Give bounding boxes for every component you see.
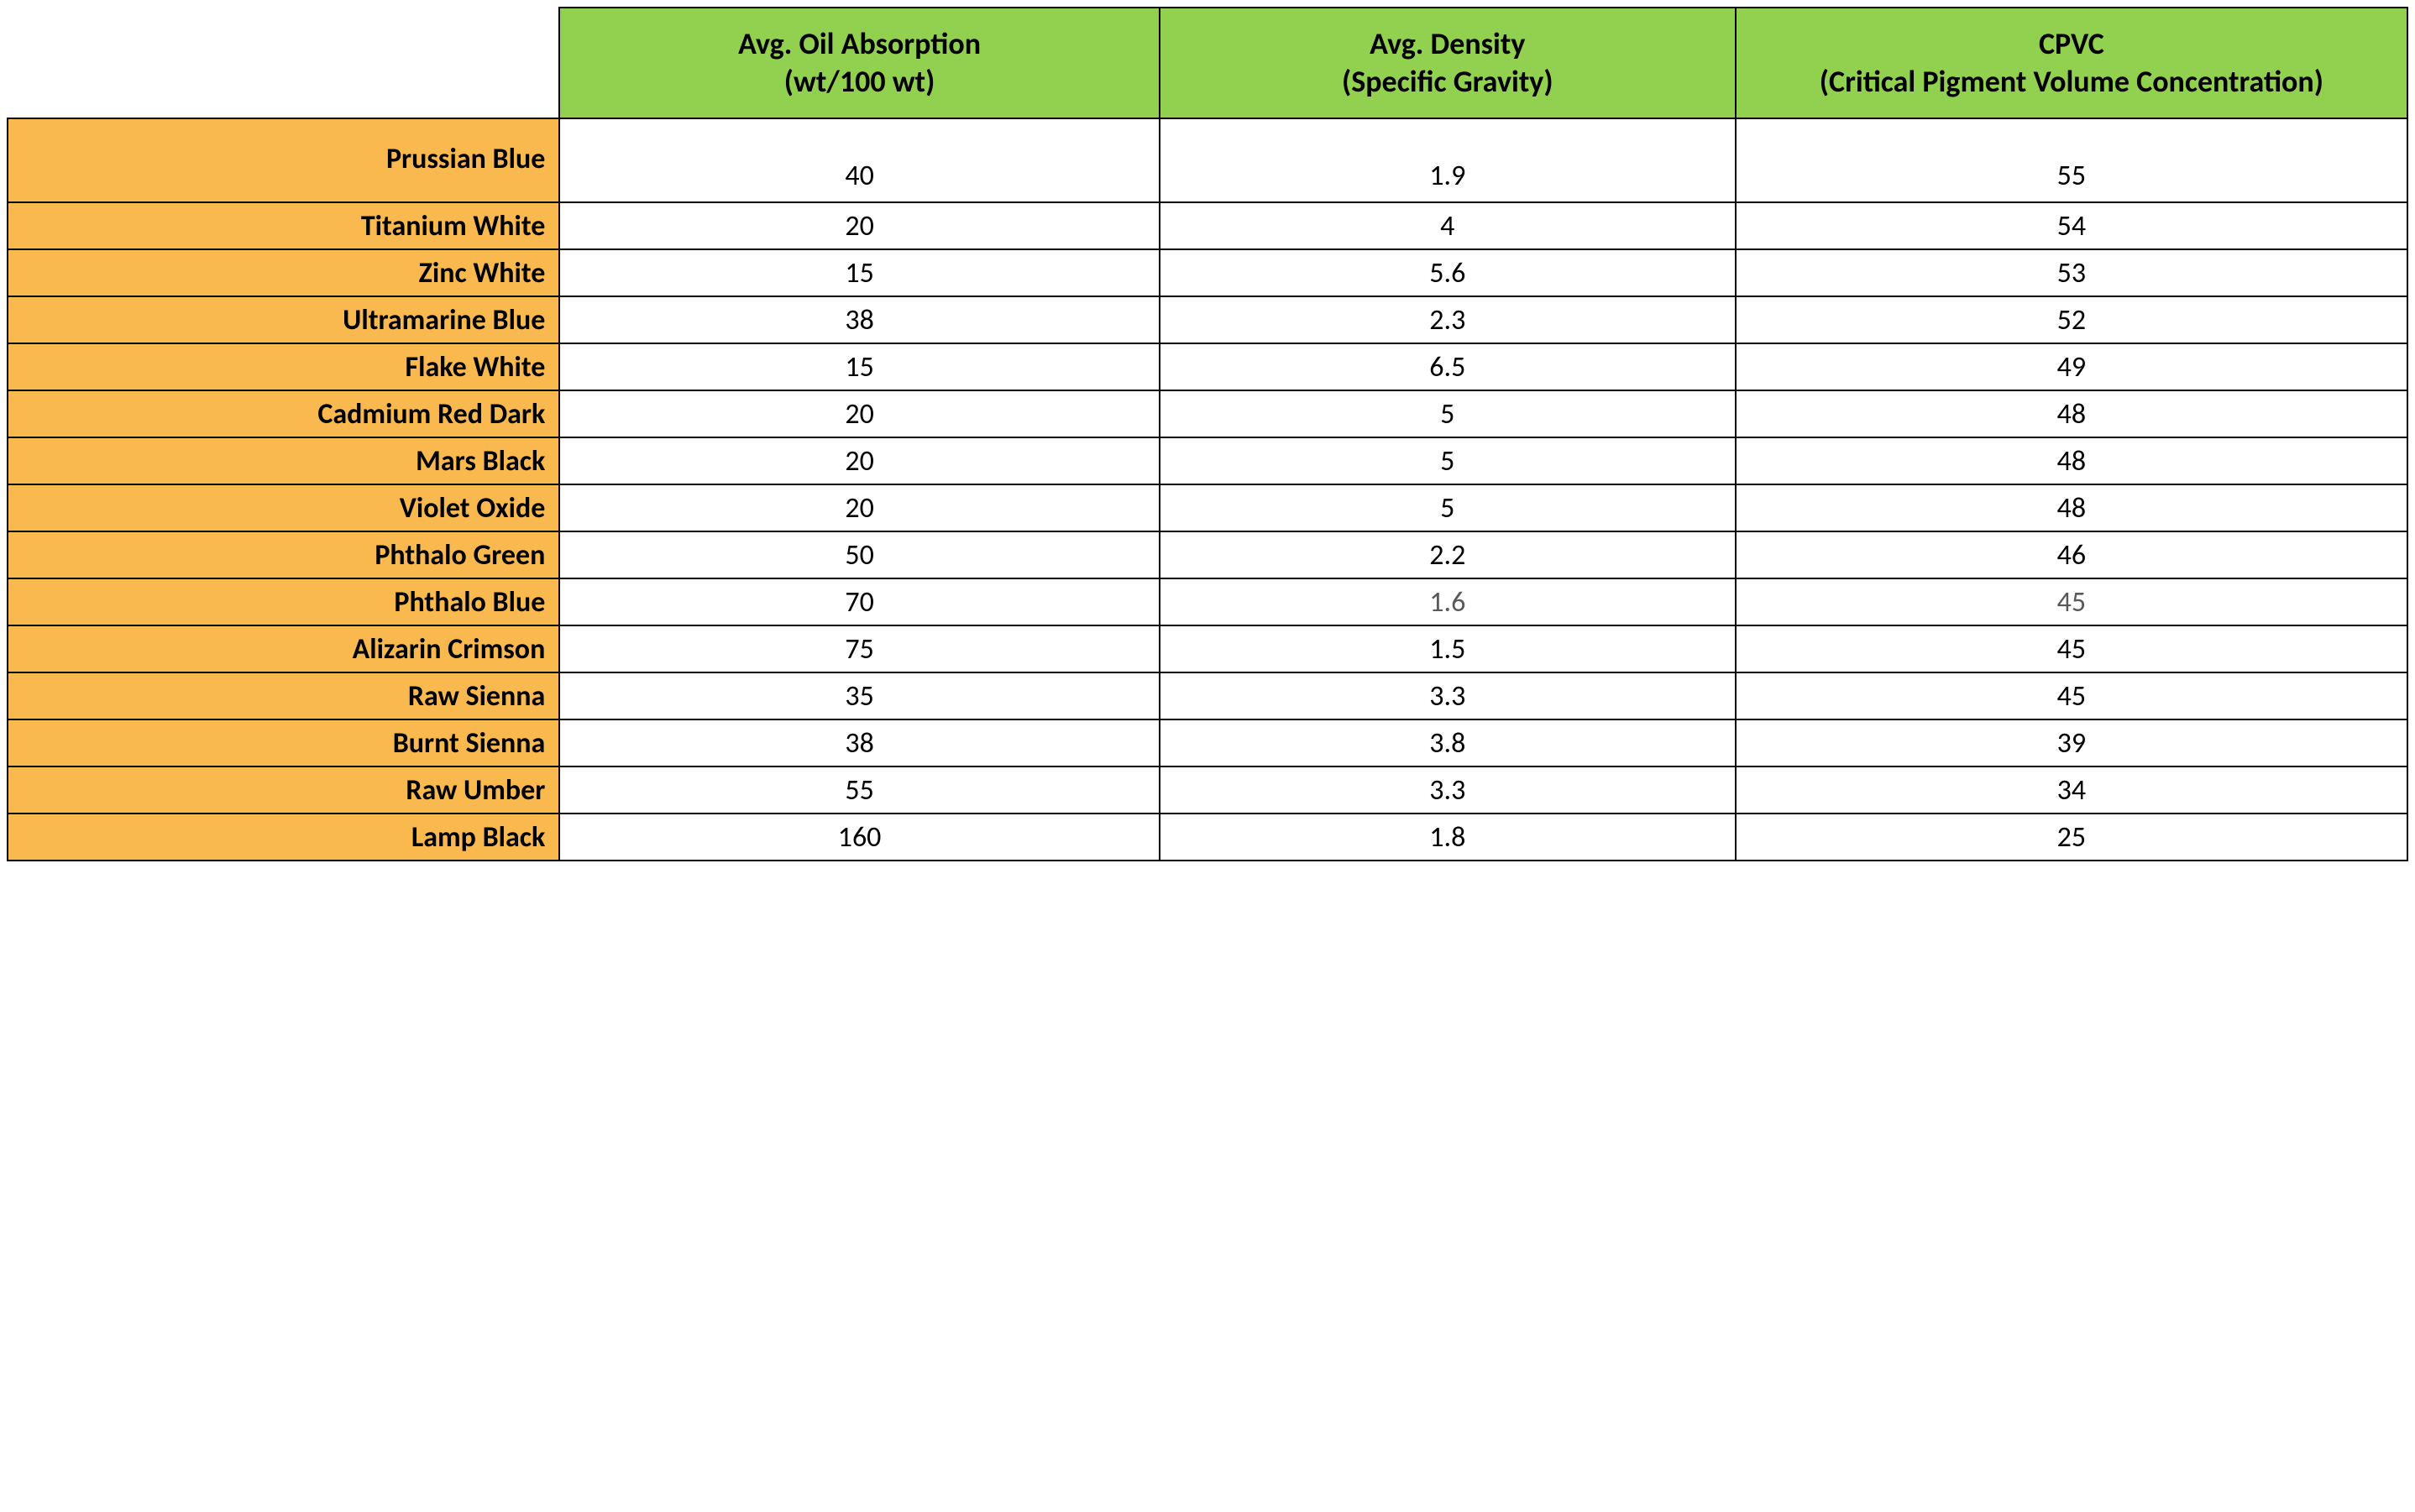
cell-value: 38 — [559, 296, 1160, 343]
cell-value: 25 — [1736, 814, 2407, 861]
cell-value: 20 — [559, 484, 1160, 531]
row-label: Lamp Black — [8, 814, 559, 861]
cell-value: 53 — [1736, 249, 2407, 296]
cell-value: 52 — [1736, 296, 2407, 343]
cell-value: 20 — [559, 202, 1160, 249]
cell-value: 3.8 — [1160, 719, 1736, 766]
cell-value: 34 — [1736, 766, 2407, 814]
cell-value: 1.9 — [1160, 118, 1736, 202]
row-label: Flake White — [8, 343, 559, 390]
cell-value: 39 — [1736, 719, 2407, 766]
table-body: Prussian Blue401.955Titanium White20454Z… — [8, 118, 2407, 861]
row-label: Mars Black — [8, 437, 559, 484]
table-row: Titanium White20454 — [8, 202, 2407, 249]
cell-value: 5.6 — [1160, 249, 1736, 296]
cell-value: 46 — [1736, 531, 2407, 578]
row-label: Zinc White — [8, 249, 559, 296]
table-row: Raw Sienna353.345 — [8, 672, 2407, 719]
table-row: Mars Black20548 — [8, 437, 2407, 484]
corner-cell — [8, 8, 559, 118]
row-label: Phthalo Blue — [8, 578, 559, 625]
cell-value: 2.3 — [1160, 296, 1736, 343]
pigment-table: Avg. Oil Absorption(wt/100 wt) Avg. Dens… — [7, 7, 2408, 861]
cell-value: 49 — [1736, 343, 2407, 390]
row-label: Raw Umber — [8, 766, 559, 814]
table-row: Phthalo Blue701.645 — [8, 578, 2407, 625]
table-row: Cadmium Red Dark20548 — [8, 390, 2407, 437]
table-row: Prussian Blue401.955 — [8, 118, 2407, 202]
cell-value: 45 — [1736, 625, 2407, 672]
cell-value: 40 — [559, 118, 1160, 202]
table-row: Flake White156.549 — [8, 343, 2407, 390]
cell-value: 3.3 — [1160, 672, 1736, 719]
col-density: Avg. Density(Specific Gravity) — [1160, 8, 1736, 118]
cell-value: 50 — [559, 531, 1160, 578]
col-cpvc: CPVC(Critical Pigment Volume Concentrati… — [1736, 8, 2407, 118]
cell-value: 45 — [1736, 578, 2407, 625]
cell-value: 48 — [1736, 437, 2407, 484]
cell-value: 5 — [1160, 437, 1736, 484]
table-row: Violet Oxide20548 — [8, 484, 2407, 531]
cell-value: 55 — [1736, 118, 2407, 202]
row-label: Raw Sienna — [8, 672, 559, 719]
cell-value: 4 — [1160, 202, 1736, 249]
row-label: Ultramarine Blue — [8, 296, 559, 343]
cell-value: 6.5 — [1160, 343, 1736, 390]
cell-value: 15 — [559, 343, 1160, 390]
cell-value: 48 — [1736, 484, 2407, 531]
table-row: Alizarin Crimson751.545 — [8, 625, 2407, 672]
cell-value: 5 — [1160, 390, 1736, 437]
cell-value: 15 — [559, 249, 1160, 296]
row-label: Burnt Sienna — [8, 719, 559, 766]
cell-value: 20 — [559, 390, 1160, 437]
cell-value: 2.2 — [1160, 531, 1736, 578]
cell-value: 5 — [1160, 484, 1736, 531]
cell-value: 160 — [559, 814, 1160, 861]
table-row: Ultramarine Blue382.352 — [8, 296, 2407, 343]
table-row: Lamp Black1601.825 — [8, 814, 2407, 861]
cell-value: 38 — [559, 719, 1160, 766]
table-row: Burnt Sienna383.839 — [8, 719, 2407, 766]
cell-value: 75 — [559, 625, 1160, 672]
table-row: Phthalo Green502.246 — [8, 531, 2407, 578]
cell-value: 20 — [559, 437, 1160, 484]
cell-value: 45 — [1736, 672, 2407, 719]
cell-value: 48 — [1736, 390, 2407, 437]
row-label: Prussian Blue — [8, 118, 559, 202]
cell-value: 1.5 — [1160, 625, 1736, 672]
cell-value: 54 — [1736, 202, 2407, 249]
table-row: Zinc White155.653 — [8, 249, 2407, 296]
cell-value: 3.3 — [1160, 766, 1736, 814]
cell-value: 1.6 — [1160, 578, 1736, 625]
row-label: Violet Oxide — [8, 484, 559, 531]
cell-value: 55 — [559, 766, 1160, 814]
cell-value: 35 — [559, 672, 1160, 719]
cell-value: 70 — [559, 578, 1160, 625]
row-label: Alizarin Crimson — [8, 625, 559, 672]
cell-value: 1.8 — [1160, 814, 1736, 861]
row-label: Cadmium Red Dark — [8, 390, 559, 437]
row-label: Titanium White — [8, 202, 559, 249]
table-row: Raw Umber553.334 — [8, 766, 2407, 814]
col-oil-absorption: Avg. Oil Absorption(wt/100 wt) — [559, 8, 1160, 118]
row-label: Phthalo Green — [8, 531, 559, 578]
